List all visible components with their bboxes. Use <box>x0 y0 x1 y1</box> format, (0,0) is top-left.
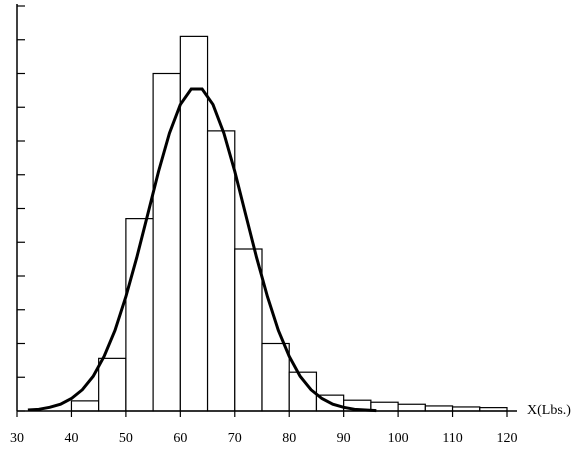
x-tick-label: 80 <box>282 431 296 446</box>
x-tick-label: 40 <box>64 431 78 446</box>
bar <box>206 130 236 412</box>
x-axis-label: X(Lbs.) <box>527 403 571 418</box>
bar <box>70 400 100 412</box>
x-tick-label: 90 <box>337 431 351 446</box>
bar <box>397 403 426 412</box>
bar <box>98 357 127 412</box>
x-tick-label: 50 <box>119 431 133 446</box>
x-tick-label: 30 <box>10 431 24 446</box>
bar <box>234 248 263 412</box>
bar <box>424 405 454 412</box>
bar <box>152 72 181 412</box>
x-tick-label: 70 <box>228 431 242 446</box>
x-tick-label: 60 <box>173 431 187 446</box>
fitted-curve <box>27 87 377 413</box>
x-tick-label: 120 <box>497 431 518 446</box>
bar <box>261 342 290 412</box>
x-tick-label: 100 <box>388 431 409 446</box>
x-tick-label: 110 <box>442 431 462 446</box>
